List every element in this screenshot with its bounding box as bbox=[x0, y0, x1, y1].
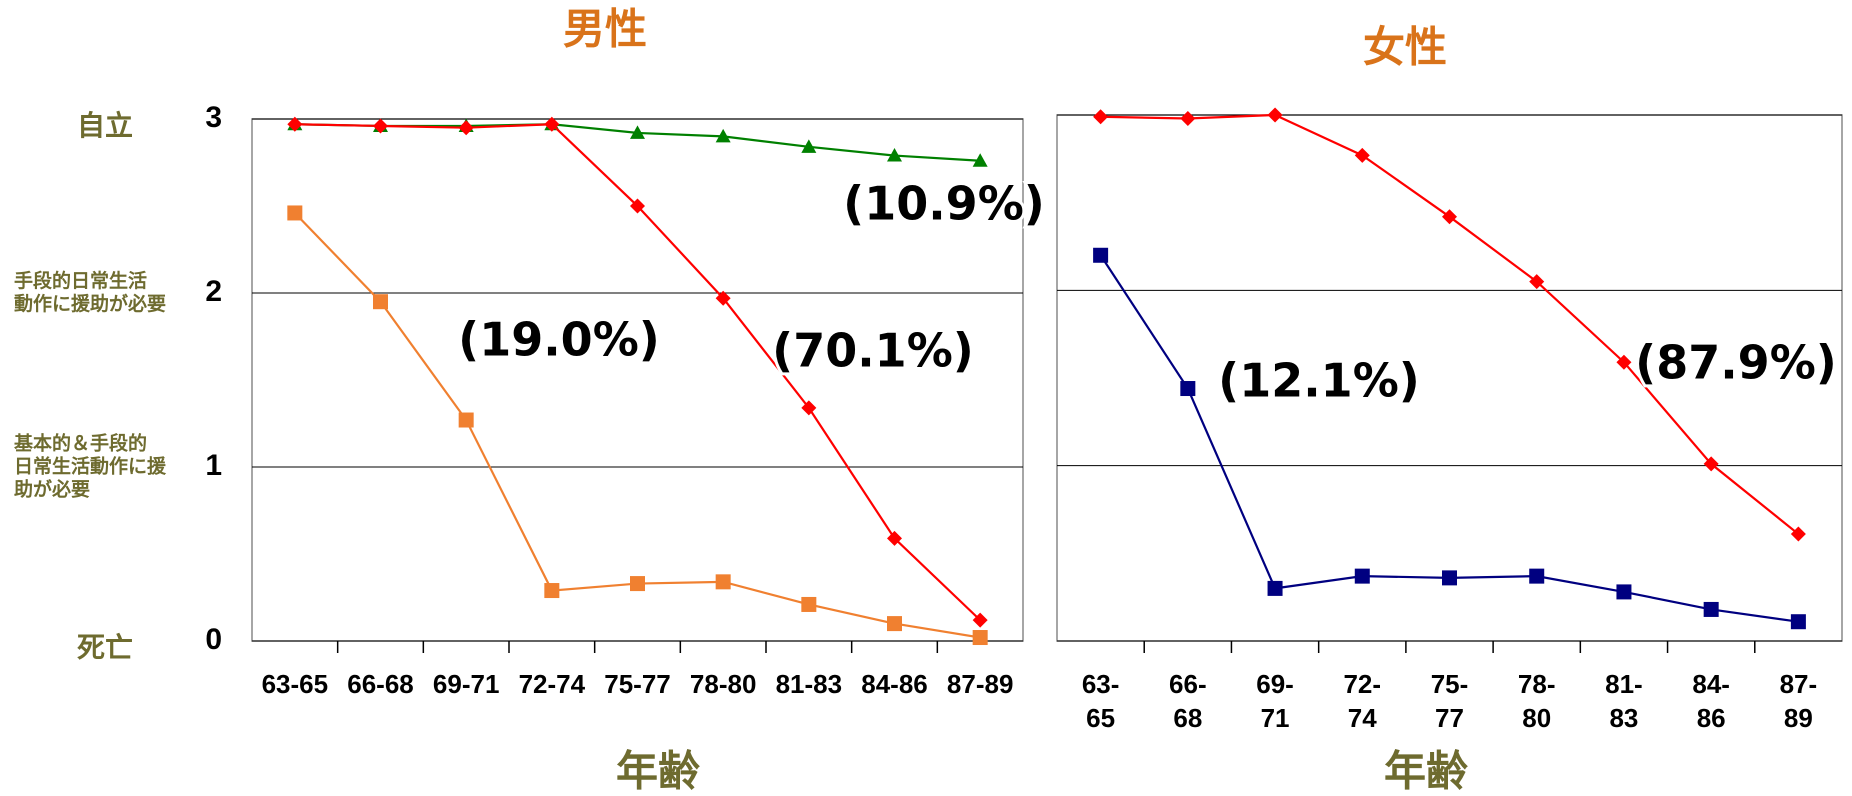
data-point bbox=[373, 294, 388, 310]
data-point bbox=[630, 198, 645, 214]
series-line bbox=[1100, 113, 1800, 535]
data-point bbox=[887, 148, 902, 162]
data-point bbox=[373, 118, 388, 134]
data-point bbox=[1790, 526, 1806, 542]
data-point bbox=[458, 412, 474, 428]
x-tick-label: 75-77 bbox=[1430, 669, 1469, 733]
y-category-label: 死亡 bbox=[77, 631, 133, 664]
data-point bbox=[1790, 614, 1806, 630]
x-axis-label: 年齢 bbox=[1384, 747, 1468, 796]
data-point bbox=[1703, 601, 1719, 617]
x-tick-label: 66-68 bbox=[347, 669, 414, 699]
data-point bbox=[1529, 274, 1545, 290]
data-point bbox=[801, 139, 817, 153]
x-tick-label: 63-65 bbox=[261, 669, 329, 699]
data-point bbox=[1703, 456, 1719, 472]
x-tick-label: 81-83 bbox=[775, 669, 843, 699]
data-point bbox=[972, 612, 988, 628]
data-point bbox=[1529, 568, 1545, 584]
data-point bbox=[972, 630, 988, 646]
data-point bbox=[287, 205, 303, 221]
data-point bbox=[715, 574, 731, 590]
data-point bbox=[1442, 570, 1457, 586]
x-tick-label: 72-74 bbox=[518, 669, 586, 699]
annotation: (12.1%) bbox=[1218, 354, 1420, 408]
data-point bbox=[1180, 381, 1196, 397]
x-tick-label: 87-89 bbox=[1779, 669, 1818, 733]
y-category-label: 手段的日常生活 bbox=[14, 269, 147, 292]
data-point bbox=[1354, 147, 1370, 163]
x-tick-label: 63-65 bbox=[1081, 669, 1120, 733]
data-point bbox=[1354, 568, 1370, 584]
x-tick-label: 66-68 bbox=[1169, 669, 1207, 733]
data-point bbox=[287, 116, 303, 132]
x-axis-label: 年齢 bbox=[616, 747, 700, 796]
x-tick-label: 78-80 bbox=[689, 669, 757, 699]
x-tick-label: 84-86 bbox=[1692, 669, 1730, 733]
data-point bbox=[458, 120, 474, 136]
data-point bbox=[1616, 584, 1632, 600]
series-line bbox=[1099, 254, 1799, 623]
y-category-label: 日常生活動作に援 bbox=[14, 455, 167, 478]
data-point bbox=[1616, 354, 1632, 370]
data-point bbox=[544, 116, 560, 132]
y-tick-label: 2 bbox=[205, 275, 222, 308]
data-point bbox=[1267, 580, 1283, 596]
data-point bbox=[1442, 209, 1457, 225]
annotation: (70.1%) bbox=[772, 324, 974, 378]
series-line bbox=[294, 212, 981, 639]
data-point bbox=[972, 153, 988, 167]
x-tick-label: 81-83 bbox=[1605, 669, 1643, 733]
y-tick-label: 0 bbox=[205, 623, 222, 656]
data-point bbox=[630, 576, 645, 592]
y-category-label: 助が必要 bbox=[14, 478, 90, 501]
data-point bbox=[1093, 247, 1109, 263]
chart-title: 女性 bbox=[1363, 23, 1447, 72]
data-point bbox=[630, 125, 645, 139]
annotation: (87.9%) bbox=[1635, 336, 1837, 390]
chart-title: 男性 bbox=[563, 5, 647, 54]
data-point bbox=[1093, 109, 1109, 125]
data-point bbox=[1267, 107, 1283, 123]
data-point bbox=[715, 128, 731, 143]
x-tick-label: 78-80 bbox=[1517, 669, 1556, 733]
data-point bbox=[544, 583, 560, 599]
annotation: (19.0%) bbox=[458, 313, 660, 367]
x-tick-label: 72-74 bbox=[1343, 669, 1382, 733]
data-point bbox=[801, 596, 817, 612]
annotation: (10.9%) bbox=[843, 177, 1045, 231]
x-tick-label: 84-86 bbox=[861, 669, 928, 699]
y-tick-label: 3 bbox=[205, 101, 222, 134]
data-point bbox=[887, 530, 902, 546]
x-tick-label: 87-89 bbox=[946, 669, 1014, 699]
y-category-label: 自立 bbox=[77, 109, 133, 142]
y-category-label: 動作に援助が必要 bbox=[14, 292, 166, 315]
x-tick-label: 69-71 bbox=[432, 669, 500, 699]
y-tick-label: 1 bbox=[205, 449, 222, 482]
data-point bbox=[1180, 111, 1196, 127]
y-category-label: 基本的＆手段的 bbox=[13, 432, 147, 455]
data-point bbox=[715, 290, 731, 306]
data-point bbox=[801, 400, 817, 416]
data-point bbox=[887, 616, 902, 632]
x-tick-label: 75-77 bbox=[604, 669, 671, 699]
x-tick-label: 69-71 bbox=[1256, 669, 1294, 733]
